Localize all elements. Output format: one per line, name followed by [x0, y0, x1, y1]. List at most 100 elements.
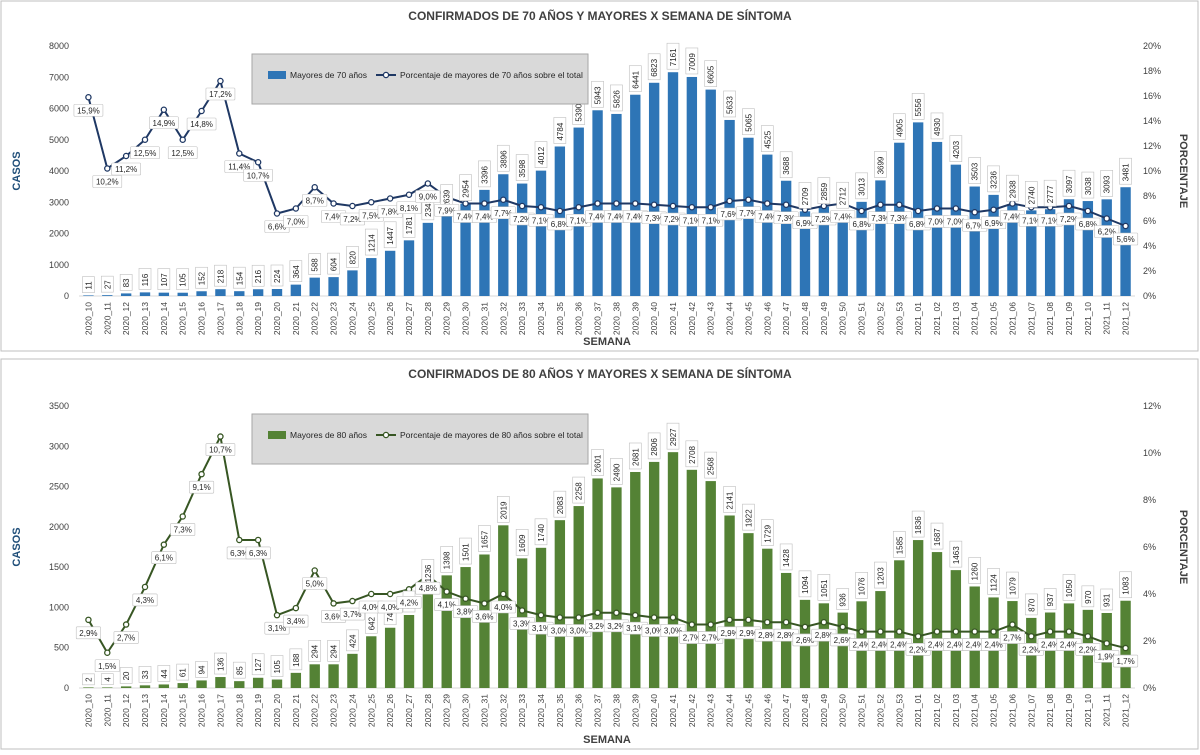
bar-value-text: 2681 [631, 448, 640, 466]
bar-value-box [496, 144, 510, 172]
line-point [556, 207, 564, 215]
percent-label-text: 6,8% [551, 220, 569, 229]
bar-value-box [119, 667, 133, 684]
bar-value-label: 216 [251, 264, 265, 287]
bar-value-box [459, 174, 472, 201]
bar-value-box [1062, 574, 1076, 601]
bar [309, 664, 320, 688]
percent-label-box [170, 523, 196, 536]
percent-label-text: 2,2% [909, 645, 927, 654]
legend: Mayores de 80 años Porcentaje de mayores … [251, 413, 589, 465]
x-tick-label: 2021_07 [1026, 302, 1036, 335]
x-tick-label: 2021_02 [932, 302, 942, 335]
bar-value-label: 1214 [364, 228, 378, 256]
percent-label-text: 7,4% [324, 213, 342, 222]
percent-label-box [415, 190, 441, 203]
percent-label-text: 7,1% [683, 216, 701, 225]
line-point [707, 621, 714, 628]
bar-value-box [647, 432, 661, 460]
line-point [764, 618, 771, 626]
percent-label-text: 7,4% [475, 213, 493, 222]
bar-value-box [553, 117, 567, 144]
bar-value-label: 2740 [1024, 181, 1038, 208]
x-tick-label: 2020_26 [385, 302, 395, 335]
percent-label-text: 3,0% [664, 627, 682, 636]
x-tick-label: 2020_27 [404, 302, 414, 335]
percent-label-box [73, 103, 104, 117]
bar-value-text: 4930 [933, 118, 942, 136]
bar-value-label: 5556 [911, 93, 925, 120]
line-point [330, 200, 337, 207]
bar-value-text: 1260 [971, 562, 980, 580]
bar-value-box [383, 221, 397, 249]
bar-value-label: 1740 [534, 518, 548, 546]
x-tick-label: 2020_16 [197, 694, 207, 727]
percent-label-text: 7,3% [645, 214, 663, 223]
percent-label: 7,0% [283, 215, 309, 228]
bar-value-label: 2258 [572, 476, 586, 504]
x-tick-label: 2021_10 [1083, 694, 1093, 727]
x-tick-label: 2020_10 [83, 694, 93, 727]
x-tick-label: 2020_28 [423, 302, 433, 335]
line-point [726, 616, 733, 624]
bar-value-label: 3013 [855, 172, 868, 200]
percent-label-text: 5,6% [1116, 235, 1134, 244]
bar-value-box [176, 268, 190, 291]
percent-label: 3,4% [283, 614, 309, 628]
line-point [632, 611, 639, 619]
percent-label: 10,7% [243, 168, 273, 182]
bar-value-text: 2639 [443, 189, 452, 207]
bar [328, 277, 339, 296]
bar-value-text: 3013 [858, 177, 867, 195]
percent-label-text: 2,2% [1022, 645, 1040, 654]
bar-value-text: 94 [198, 665, 207, 674]
bar-value-box [855, 172, 868, 200]
bar-value-text: 937 [1046, 593, 1055, 607]
line-point [254, 158, 262, 166]
percent-label: 4,3% [132, 593, 158, 607]
bar-value-text: 1463 [952, 546, 961, 564]
y-tick-label: 3000 [49, 197, 69, 207]
bar-value-box [138, 268, 152, 290]
x-tick-label: 2020_50 [838, 302, 848, 335]
x-tick-label: 2020_31 [479, 302, 489, 335]
line-point [1084, 633, 1092, 640]
x-tick-label: 2021_11 [1102, 694, 1112, 727]
x-tick-label: 2020_45 [743, 302, 753, 335]
line-point [575, 614, 582, 621]
bar-value-label: 7161 [666, 42, 680, 70]
percent-label: 2,7% [999, 631, 1025, 644]
bar-value-box [779, 151, 793, 179]
percent-label: 5,6% [1113, 232, 1139, 246]
bar-value-text: 2777 [1046, 185, 1055, 203]
percent-label-text: 12,5% [171, 149, 194, 158]
bar-value-text: 294 [330, 644, 339, 658]
line-point [669, 614, 677, 621]
x-tick-label: 2021_11 [1102, 302, 1112, 335]
bar-value-label: 4012 [534, 141, 548, 168]
bar-value-box [308, 253, 322, 275]
bar-value-text: 2712 [839, 187, 848, 205]
percent-label: 4,0% [377, 600, 403, 614]
bar [441, 213, 452, 296]
bar-value-label: 1203 [874, 561, 887, 589]
x-tick-label: 2020_41 [668, 694, 678, 727]
x-tick-label: 2020_12 [121, 694, 131, 727]
bar-value-label: 127 [251, 653, 265, 676]
percent-label-box [415, 581, 441, 595]
y2-tick-label: 0% [1143, 683, 1156, 693]
x-tick-label: 2020_15 [178, 694, 188, 727]
x-tick-label: 2020_51 [857, 694, 867, 727]
x-tick-label: 2021_09 [1064, 694, 1074, 727]
bar-value-box [119, 274, 133, 291]
percent-label-text: 6,7% [966, 221, 984, 230]
percent-label-box [434, 598, 460, 611]
bar-value-text: 5633 [726, 96, 735, 114]
percent-label-box [189, 480, 215, 494]
y2-tick-label: 10% [1143, 166, 1161, 176]
bar-value-label: 1079 [1006, 571, 1019, 599]
bar-value-box [157, 665, 171, 682]
bar-value-label: 1260 [968, 557, 982, 584]
percent-label-text: 2,4% [1060, 641, 1078, 650]
